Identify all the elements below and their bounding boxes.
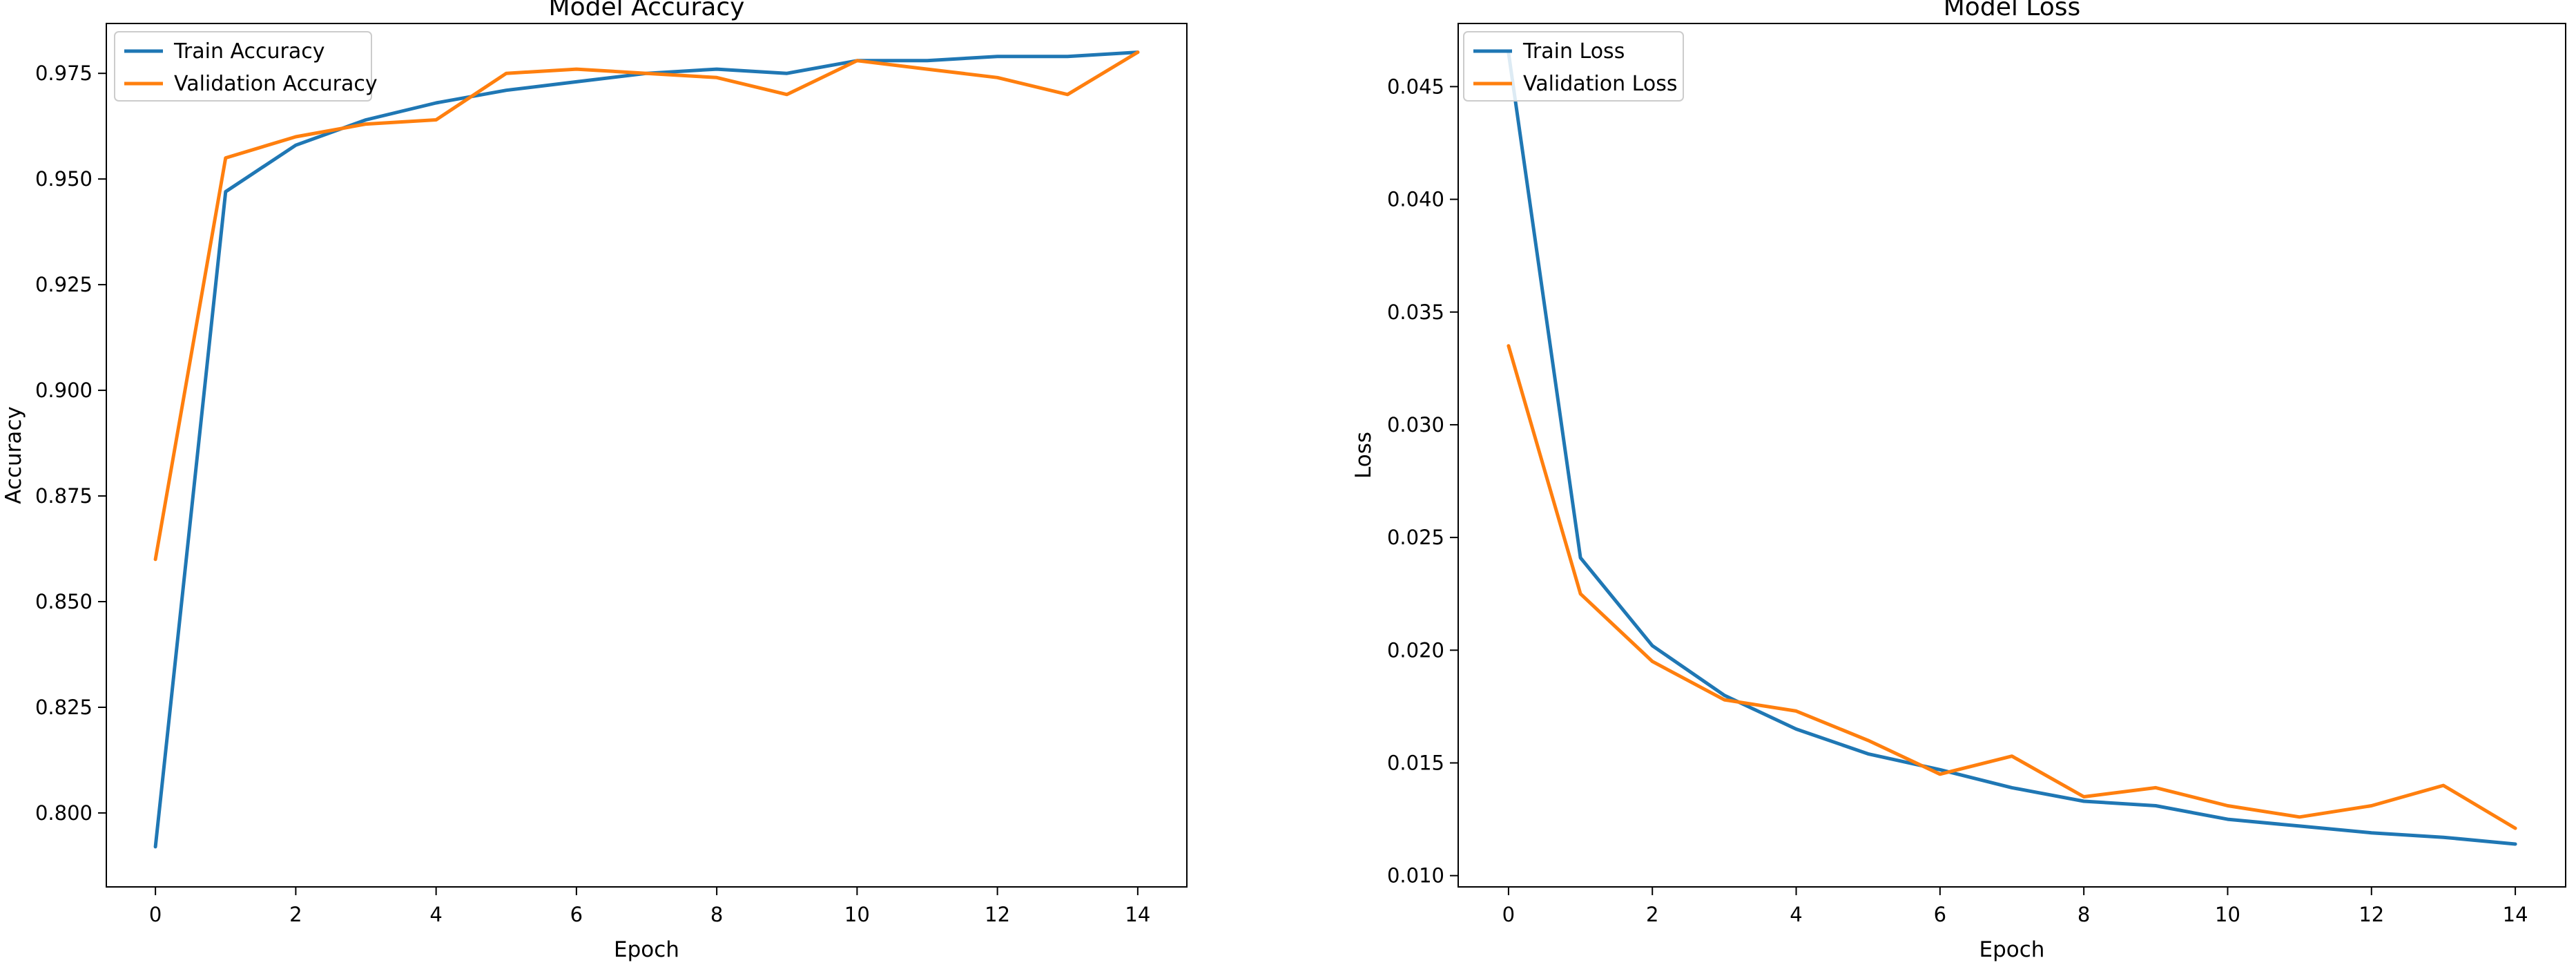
legend-label-1: Validation Loss	[1523, 72, 1677, 96]
y-axis-label: Accuracy	[1, 406, 26, 504]
x-tick-label: 2	[1646, 903, 1658, 926]
legend-label-0: Train Accuracy	[173, 39, 325, 64]
x-tick-label: 4	[1790, 903, 1802, 926]
legend-box	[1463, 31, 1684, 102]
y-tick-label: 0.035	[1387, 300, 1444, 324]
x-tick-label: 14	[1125, 903, 1150, 926]
chart-title: Model Accuracy	[549, 0, 745, 21]
x-tick-label: 0	[149, 903, 162, 926]
y-tick-label: 0.850	[35, 590, 93, 613]
series-line-1	[153, 50, 1140, 562]
legend: Train Accuracy Validation Accuracy	[114, 31, 378, 102]
series-line-1	[1507, 344, 2517, 830]
legend: Train Loss Validation Loss	[1463, 31, 1684, 102]
y-tick-label: 0.800	[35, 801, 93, 825]
x-tick-label: 4	[429, 903, 442, 926]
y-tick-label: 0.015	[1387, 751, 1444, 774]
y-tick-label: 0.900	[35, 379, 93, 402]
x-tick-label: 6	[570, 903, 583, 926]
chart-0: Model Accuracy 0 2 4 6 8 10 12 14 0.800 0.825 0.850…	[1, 0, 1188, 962]
axes-frame	[106, 23, 1188, 888]
axes-frame	[1458, 23, 2566, 888]
legend-box	[114, 31, 372, 102]
x-tick-label: 2	[289, 903, 302, 926]
x-tick-label: 12	[985, 903, 1010, 926]
y-tick-label: 0.010	[1387, 864, 1444, 888]
legend-label-1: Validation Accuracy	[174, 72, 378, 96]
y-tick-label: 0.020	[1387, 638, 1444, 662]
y-tick-label: 0.045	[1387, 75, 1444, 98]
chart-title: Model Loss	[1944, 0, 2081, 21]
x-tick-label: 10	[844, 903, 870, 926]
y-tick-label: 0.025	[1387, 526, 1444, 549]
chart-1: Model Loss 0 2 4 6 8 10 12 14 0.010 0.015 0.020 0.02…	[1351, 0, 2566, 962]
y-tick-label: 0.825	[35, 696, 93, 719]
x-tick-label: 10	[2215, 903, 2240, 926]
series-line-0	[1507, 50, 2517, 846]
x-axis-label: Epoch	[1979, 937, 2045, 962]
y-tick-label: 0.975	[35, 61, 93, 85]
legend-label-0: Train Loss	[1522, 39, 1625, 64]
x-tick-label: 8	[2078, 903, 2090, 926]
x-tick-label: 0	[1502, 903, 1515, 926]
y-axis-label: Loss	[1351, 432, 1376, 479]
y-tick-label: 0.030	[1387, 413, 1444, 437]
x-axis-label: Epoch	[614, 937, 679, 962]
x-tick-label: 6	[1934, 903, 1946, 926]
y-tick-label: 0.950	[35, 167, 93, 191]
y-tick-label: 0.040	[1387, 188, 1444, 211]
x-tick-label: 8	[710, 903, 723, 926]
x-tick-label: 12	[2359, 903, 2384, 926]
y-tick-label: 0.875	[35, 484, 93, 508]
x-tick-label: 14	[2503, 903, 2528, 926]
y-tick-label: 0.925	[35, 273, 93, 296]
